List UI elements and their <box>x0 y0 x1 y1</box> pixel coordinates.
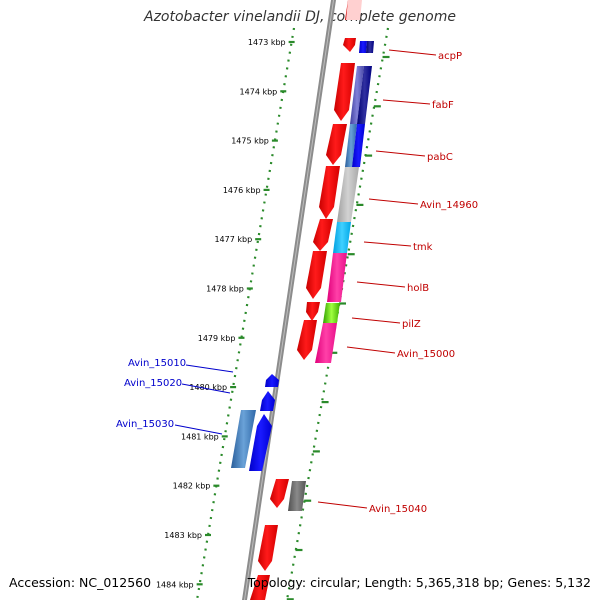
gene-fabF-forward[interactable] <box>334 63 355 121</box>
kbp-tick-label: 1484 kbp <box>156 580 194 589</box>
kbp-tick-label: 1481 kbp <box>181 432 219 441</box>
forward-strand-genes <box>250 0 360 600</box>
feature-fabF-slate[interactable] <box>350 66 364 124</box>
feature-fabF-navy[interactable] <box>357 66 372 124</box>
label-Avin_15020[interactable]: Avin_15020 <box>124 378 182 389</box>
label-Avin_15040[interactable]: Avin_15040 <box>369 504 427 515</box>
left-tick-track <box>195 27 296 600</box>
label-pabC[interactable]: pabC <box>427 152 453 163</box>
gene-Avin_15000-forward[interactable] <box>297 320 317 360</box>
kbp-tick-label: 1483 kbp <box>164 531 202 540</box>
label-holB[interactable]: holB <box>407 283 429 294</box>
gene-labels: acpP fabF pabC Avin_14960 tmk holB pilZ … <box>116 51 478 515</box>
callout-pabC <box>375 150 426 157</box>
gene-Avin_15030-steel[interactable] <box>231 410 256 468</box>
callout-Avin_15020 <box>181 383 231 394</box>
feature-Avin_15000-pink[interactable] <box>315 323 337 363</box>
kbp-tick-label: 1473 kbp <box>248 38 286 47</box>
label-fabF[interactable]: fabF <box>432 100 454 111</box>
feature-Avin_14960-gray[interactable] <box>337 167 359 222</box>
gene-acpP-forward[interactable] <box>343 38 356 52</box>
kbp-tick-label: 1475 kbp <box>231 137 269 146</box>
label-tmk[interactable]: tmk <box>413 242 433 253</box>
right-tick-track <box>285 27 390 600</box>
feature-acpP-navy[interactable] <box>366 41 374 53</box>
gene-bottom-forward[interactable] <box>250 575 270 600</box>
reverse-strand-genes <box>231 374 279 471</box>
callout-lines <box>174 49 437 509</box>
callout-Avin_15040 <box>317 501 368 509</box>
gene-tmk-forward[interactable] <box>313 219 333 251</box>
feature-tmk-cyan[interactable] <box>333 222 351 253</box>
feature-holB-pink[interactable] <box>327 253 347 302</box>
kbp-tick-label: 1476 kbp <box>223 186 261 195</box>
callout-holB <box>356 281 406 288</box>
gene-pilZ-forward[interactable] <box>306 302 320 321</box>
gene-Avin_15030-reverse[interactable] <box>249 414 272 471</box>
callout-Avin_15000 <box>346 346 396 354</box>
label-Avin_15010[interactable]: Avin_15010 <box>128 358 186 369</box>
kbp-tick-label: 1480 kbp <box>189 383 227 392</box>
gene-downstream-forward[interactable] <box>258 525 278 571</box>
gene-Avin_15020-reverse[interactable] <box>260 391 275 411</box>
gene-holB-forward[interactable] <box>306 251 327 299</box>
feature-pabC-steel[interactable] <box>345 124 357 167</box>
label-pilZ[interactable]: pilZ <box>402 319 421 330</box>
gene-Avin_15010-reverse[interactable] <box>265 374 279 387</box>
kbp-tick-label: 1474 kbp <box>240 87 278 96</box>
gene-Avin_14960-forward[interactable] <box>319 166 340 219</box>
callout-pilZ <box>351 317 401 324</box>
callout-Avin_15030 <box>174 424 223 435</box>
genome-title: Azotobacter vinelandii DJ, complete geno… <box>144 9 456 25</box>
feature-acpP-blue[interactable] <box>359 41 367 53</box>
gene-pabC-forward[interactable] <box>326 124 347 165</box>
feature-ribbon <box>288 0 374 511</box>
feature-pilZ-green[interactable] <box>323 303 340 323</box>
callout-acpP <box>388 49 437 56</box>
callout-Avin_15010 <box>185 364 234 373</box>
label-acpP[interactable]: acpP <box>438 51 462 62</box>
label-Avin_14960[interactable]: Avin_14960 <box>420 200 478 211</box>
label-Avin_15030[interactable]: Avin_15030 <box>116 419 174 430</box>
kbp-tick-label: 1477 kbp <box>214 235 252 244</box>
kbp-tick-label: 1482 kbp <box>173 482 211 491</box>
topology-text: Topology: circular; Length: 5,365,318 bp… <box>247 575 591 590</box>
feature-top-pale <box>346 0 362 20</box>
callout-tmk <box>363 241 412 247</box>
kbp-tick-label: 1479 kbp <box>198 334 236 343</box>
feature-Avin_15040-darkgray[interactable] <box>288 481 306 511</box>
gene-Avin_15040-forward[interactable] <box>270 479 289 508</box>
feature-pabC-blue[interactable] <box>352 124 365 167</box>
accession-text: Accession: NC_012560 <box>9 575 152 590</box>
label-Avin_15000[interactable]: Avin_15000 <box>397 349 455 360</box>
callout-Avin_14960 <box>368 198 419 205</box>
callout-fabF <box>382 99 431 105</box>
kbp-tick-label: 1478 kbp <box>206 285 244 294</box>
